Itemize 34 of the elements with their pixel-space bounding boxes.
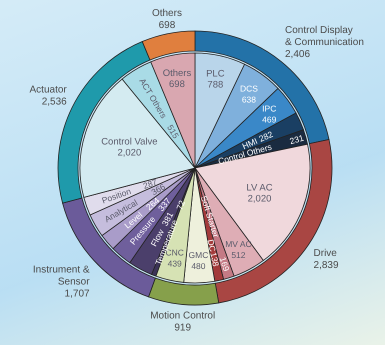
slice-label: DCS [240,83,258,94]
data-label: 480 [191,260,206,271]
slice-label: DC [206,238,218,253]
slice-label: Drive [314,248,338,259]
data-label: 2,020 [248,193,272,204]
slice-label: Actuator [30,84,68,96]
data-label: 638 [242,94,256,104]
slice-label: IPC [262,104,276,114]
slice-label: GMC [188,250,208,260]
slice-label: Others [152,8,182,19]
data-label: 72 [174,198,188,212]
slice-label: Motion Control [150,310,216,322]
data-label: 515 [165,122,182,140]
data-label: 788 [207,79,224,90]
slice-label: Control Display & Communication [284,24,364,48]
data-label: 231 [288,132,306,146]
data-label: 282 [257,128,275,144]
data-label: 2,839 [314,260,339,271]
slice-label: Control Valve [101,136,158,148]
slice-label: LV AC [246,182,273,194]
data-label: 919 [174,322,192,334]
slice-label: MV AC [225,239,252,250]
data-label: 698 [158,20,176,31]
data-label: 1,707 [64,288,90,300]
data-label: 469 [262,114,277,125]
slice-label: Others [162,68,192,79]
data-label: 2,406 [284,48,310,60]
slice-label: PLC [206,68,225,80]
data-label: 2,020 [117,148,142,159]
data-label: 512 [231,250,246,260]
data-label: 2,536 [42,96,68,108]
slice-label: Soft Starter [198,194,222,239]
slice-label: Instrument & Sensor [32,264,90,288]
data-label: 698 [169,78,185,90]
